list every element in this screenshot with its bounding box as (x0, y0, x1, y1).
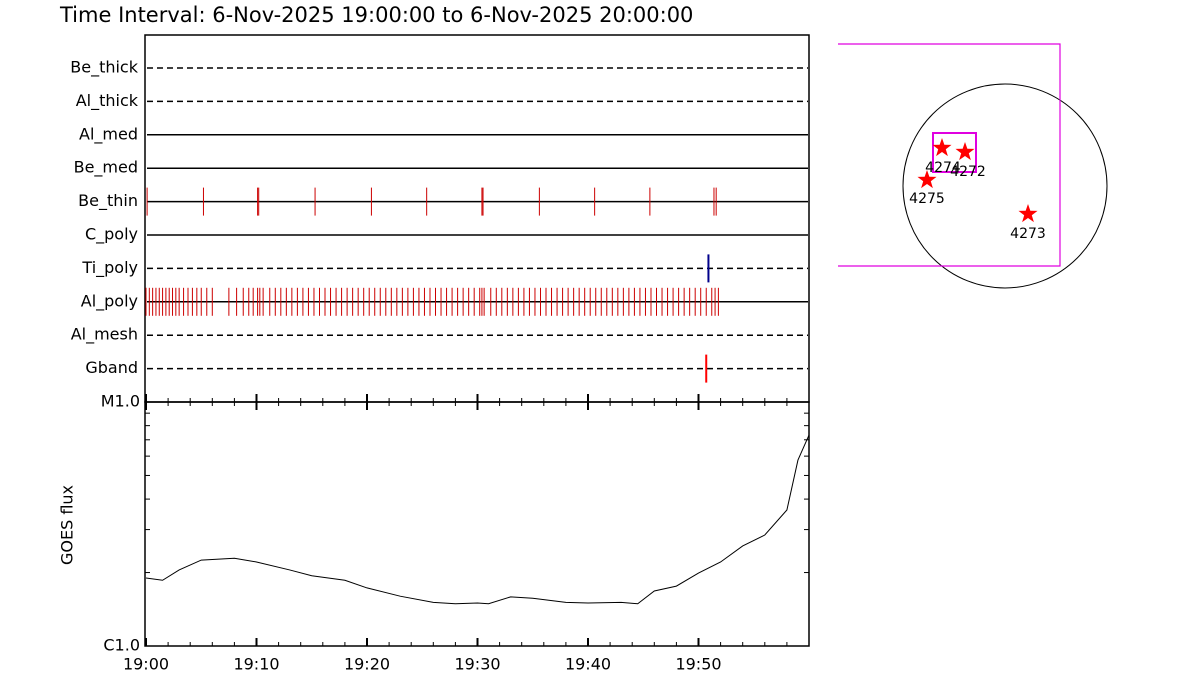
row-label: Al_med (79, 124, 138, 144)
row-label: Al_thick (76, 91, 139, 111)
y-axis-label: GOES flux (58, 485, 77, 565)
sun-map: 4274 4272 4275 4273 (838, 43, 1108, 289)
region-label: 4275 (909, 191, 945, 207)
y-tick-label: M1.0 (101, 392, 140, 411)
goes-curve (145, 434, 810, 605)
x-tick-label: 19:30 (454, 655, 500, 674)
field-of-view (838, 43, 1061, 267)
row-label: Be_thick (70, 58, 138, 78)
row-label: Al_poly (81, 291, 138, 311)
row-label: Be_med (74, 158, 138, 178)
row-label: Al_mesh (71, 325, 138, 345)
region-star (932, 138, 952, 157)
region-label: 4274 (925, 160, 961, 176)
row-label: Ti_poly (81, 258, 138, 278)
timeline-frame (144, 34, 810, 403)
goes-frame (144, 401, 810, 647)
region-label: 4273 (1010, 226, 1046, 242)
region-star (1018, 204, 1038, 223)
target-box (932, 132, 977, 173)
x-tick-label: 19:20 (344, 655, 390, 674)
x-tick-label: 19:40 (565, 655, 611, 674)
row-label: Gband (85, 358, 138, 377)
y-tick-label: C1.0 (103, 636, 140, 655)
chart-title: Time Interval: 6-Nov-2025 19:00:00 to 6-… (59, 3, 693, 27)
x-tick-label: 19:00 (123, 655, 169, 674)
x-tick-label: 19:50 (675, 655, 721, 674)
region-label: 4272 (950, 164, 986, 180)
row-label: C_poly (85, 225, 138, 245)
solar-disk (902, 83, 1108, 289)
region-star (955, 142, 975, 161)
x-tick-label: 19:10 (233, 655, 279, 674)
row-label: Be_thin (78, 191, 138, 211)
